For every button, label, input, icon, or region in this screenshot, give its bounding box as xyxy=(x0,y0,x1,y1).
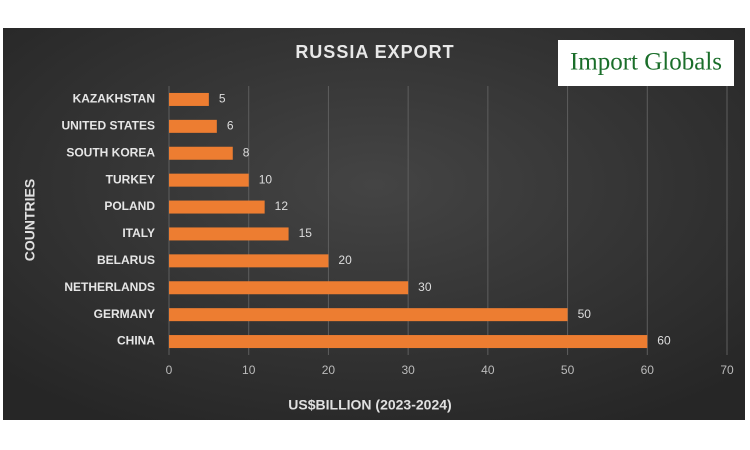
bar xyxy=(169,227,289,241)
x-tick-label: 70 xyxy=(720,363,734,377)
value-label: 12 xyxy=(275,199,289,213)
x-tick-label: 60 xyxy=(641,363,655,377)
bar xyxy=(169,335,648,349)
bar xyxy=(169,119,217,133)
value-label: 60 xyxy=(657,334,671,348)
bar xyxy=(169,200,265,214)
y-tick-label: SOUTH KOREA xyxy=(66,145,155,159)
value-label: 6 xyxy=(227,119,234,133)
bar xyxy=(169,92,209,106)
y-tick-label: ITALY xyxy=(122,226,155,240)
x-tick-label: 50 xyxy=(561,363,575,377)
chart-background xyxy=(3,28,745,420)
y-tick-label: UNITED STATES xyxy=(61,119,155,133)
value-label: 5 xyxy=(219,92,226,106)
x-tick-label: 0 xyxy=(166,363,173,377)
y-tick-label: GERMANY xyxy=(94,307,155,321)
x-tick-label: 20 xyxy=(322,363,336,377)
y-tick-label: CHINA xyxy=(117,334,155,348)
value-label: 15 xyxy=(299,226,313,240)
value-label: 8 xyxy=(243,145,250,159)
y-tick-label: KAZAKHSTAN xyxy=(73,92,155,106)
bar xyxy=(169,173,249,187)
bar xyxy=(169,146,233,160)
x-tick-label: 40 xyxy=(481,363,495,377)
value-label: 10 xyxy=(259,172,273,186)
y-tick-label: NETHERLANDS xyxy=(64,280,155,294)
bar xyxy=(169,254,329,268)
y-tick-label: TURKEY xyxy=(106,172,155,186)
bar xyxy=(169,308,568,322)
value-label: 50 xyxy=(578,307,592,321)
logo-box xyxy=(558,40,734,86)
logo: Import Globals xyxy=(570,49,722,76)
x-axis-label: US$BILLION (2023-2024) xyxy=(288,397,451,413)
x-tick-label: 10 xyxy=(242,363,256,377)
y-tick-label: BELARUS xyxy=(97,253,155,267)
value-label: 20 xyxy=(338,253,352,267)
x-tick-label: 30 xyxy=(401,363,415,377)
y-axis-label: COUNTRIES xyxy=(22,179,38,261)
value-label: 30 xyxy=(418,280,432,294)
y-tick-label: POLAND xyxy=(104,199,155,213)
chart-title: RUSSIA EXPORT xyxy=(295,42,454,62)
bar xyxy=(169,281,409,295)
